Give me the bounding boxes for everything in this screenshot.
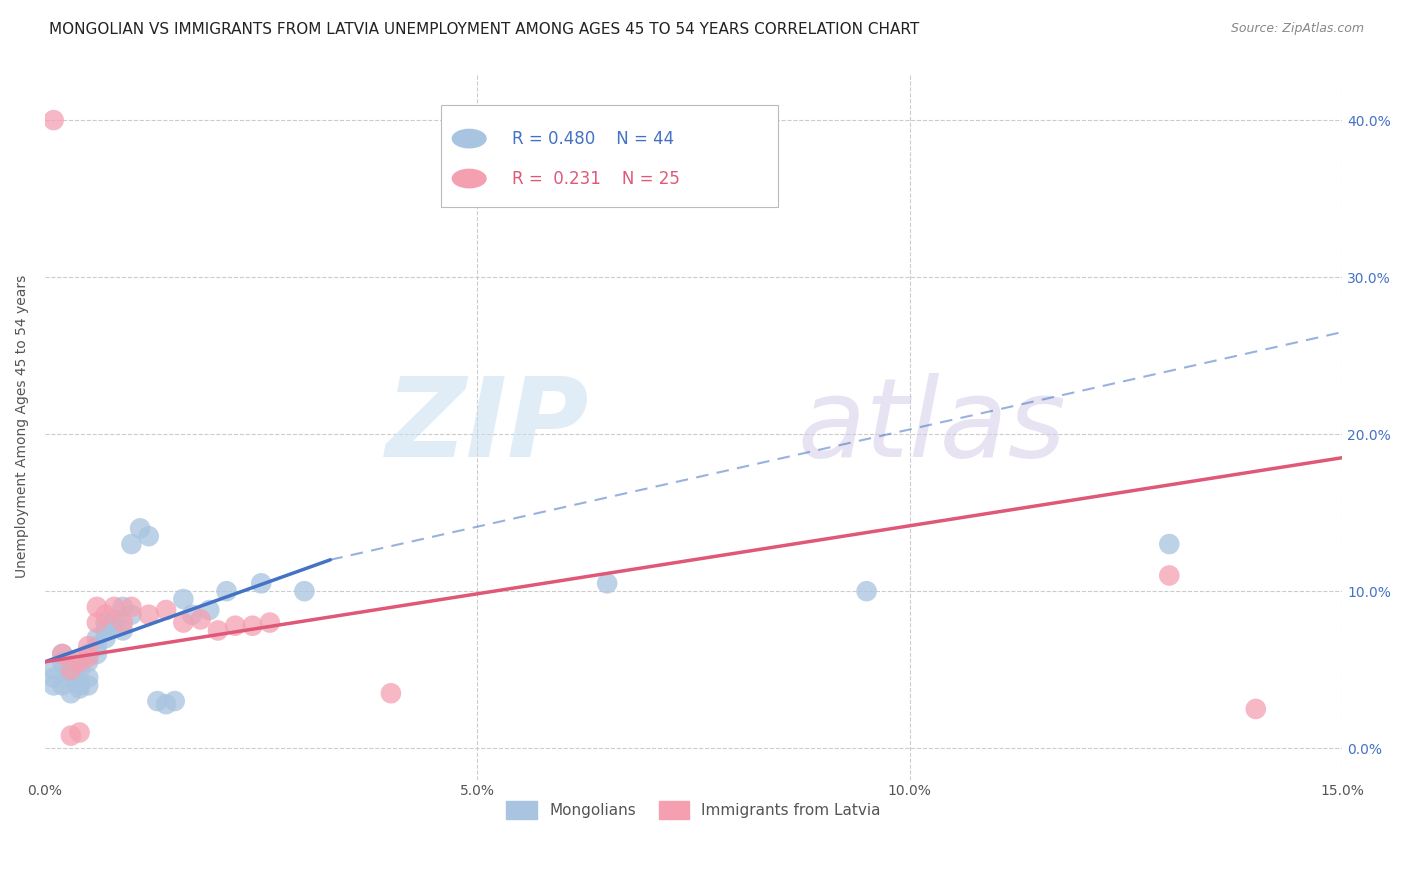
Point <box>59 655 82 669</box>
Point <box>42 663 65 677</box>
Point <box>69 655 91 669</box>
Point <box>146 694 169 708</box>
Point <box>198 603 221 617</box>
Point <box>77 639 100 653</box>
Point <box>86 632 108 646</box>
Point <box>215 584 238 599</box>
Point <box>86 639 108 653</box>
Point <box>1244 702 1267 716</box>
Point <box>77 650 100 665</box>
Point <box>51 678 73 692</box>
Point <box>69 678 91 692</box>
Point <box>172 592 194 607</box>
Text: atlas: atlas <box>797 373 1066 480</box>
Point <box>51 647 73 661</box>
Point <box>103 612 125 626</box>
Point <box>77 655 100 669</box>
Point <box>120 607 142 622</box>
Text: Source: ZipAtlas.com: Source: ZipAtlas.com <box>1230 22 1364 36</box>
Point <box>77 678 100 692</box>
Point <box>120 599 142 614</box>
Point <box>380 686 402 700</box>
Point <box>77 647 100 661</box>
Point <box>111 624 134 638</box>
Point <box>181 607 204 622</box>
Point <box>86 599 108 614</box>
Point <box>855 584 877 599</box>
Point <box>103 618 125 632</box>
Point <box>224 618 246 632</box>
Point <box>155 603 177 617</box>
Point <box>59 671 82 685</box>
Point <box>94 632 117 646</box>
Point <box>69 725 91 739</box>
Point <box>111 599 134 614</box>
Point <box>69 663 91 677</box>
Point <box>42 678 65 692</box>
Point <box>86 615 108 630</box>
Point <box>129 521 152 535</box>
FancyBboxPatch shape <box>440 104 778 207</box>
Point <box>120 537 142 551</box>
Point <box>1159 537 1181 551</box>
Point <box>207 624 229 638</box>
Point <box>294 584 316 599</box>
Point <box>69 675 91 690</box>
Point <box>86 647 108 661</box>
Circle shape <box>453 129 486 148</box>
Point <box>94 615 117 630</box>
Text: R = 0.480    N = 44: R = 0.480 N = 44 <box>512 129 673 147</box>
Circle shape <box>453 169 486 187</box>
Point <box>111 615 134 630</box>
Point <box>138 607 160 622</box>
Text: MONGOLIAN VS IMMIGRANTS FROM LATVIA UNEMPLOYMENT AMONG AGES 45 TO 54 YEARS CORRE: MONGOLIAN VS IMMIGRANTS FROM LATVIA UNEM… <box>49 22 920 37</box>
Point <box>138 529 160 543</box>
Point <box>59 729 82 743</box>
Point <box>69 681 91 696</box>
Point <box>155 697 177 711</box>
Point <box>51 655 73 669</box>
Point <box>250 576 273 591</box>
Point <box>42 671 65 685</box>
Point <box>242 618 264 632</box>
Point <box>42 113 65 128</box>
Point <box>163 694 186 708</box>
Text: R =  0.231    N = 25: R = 0.231 N = 25 <box>512 169 681 187</box>
Point <box>103 599 125 614</box>
Point <box>59 665 82 680</box>
Point <box>94 607 117 622</box>
Point <box>59 663 82 677</box>
Point <box>59 686 82 700</box>
Point <box>596 576 619 591</box>
Point <box>259 615 281 630</box>
Legend: Mongolians, Immigrants from Latvia: Mongolians, Immigrants from Latvia <box>501 795 887 825</box>
Point <box>51 647 73 661</box>
Point <box>94 624 117 638</box>
Point <box>77 671 100 685</box>
Point <box>1159 568 1181 582</box>
Y-axis label: Unemployment Among Ages 45 to 54 years: Unemployment Among Ages 45 to 54 years <box>15 275 30 578</box>
Point <box>190 612 212 626</box>
Point <box>172 615 194 630</box>
Text: ZIP: ZIP <box>387 373 591 480</box>
